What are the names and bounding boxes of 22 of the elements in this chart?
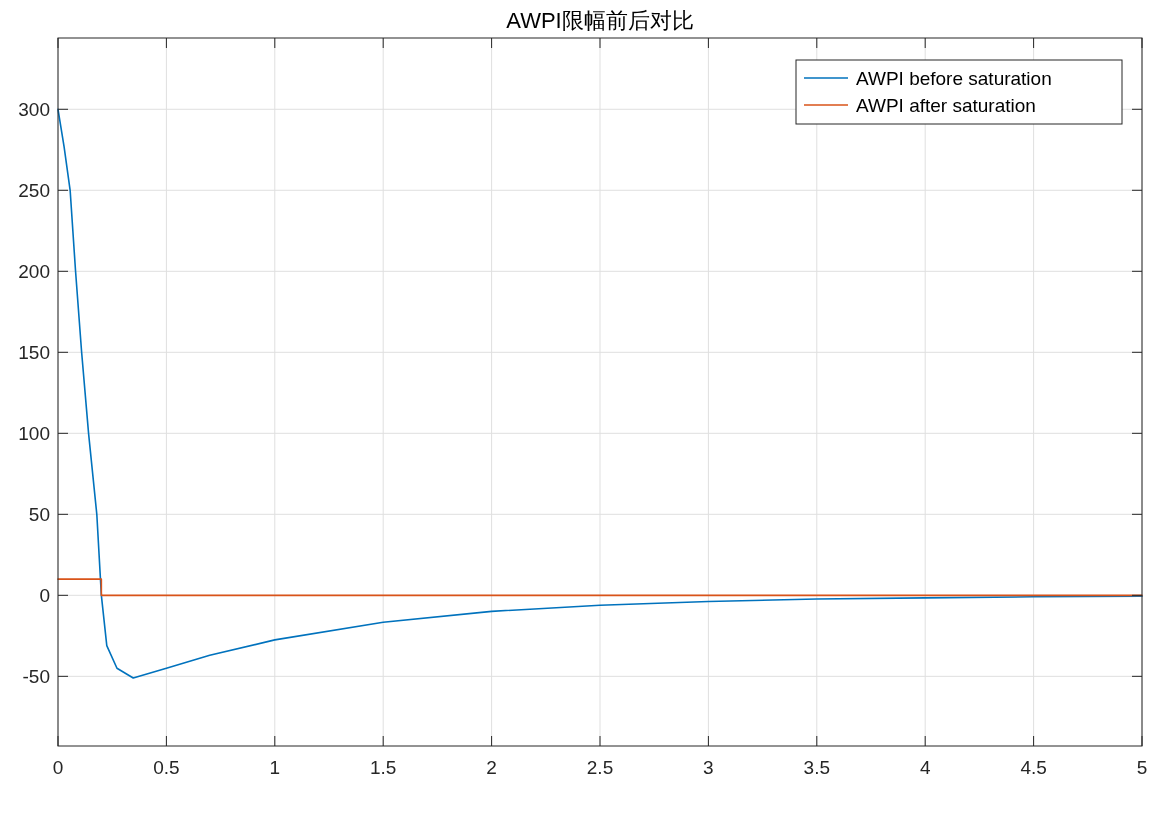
y-tick-label: 0	[39, 585, 50, 607]
legend-label: AWPI before saturation	[856, 68, 1052, 89]
y-tick-label: 250	[18, 180, 50, 202]
x-tick-label: 4.5	[1020, 757, 1047, 778]
y-tick-label: -50	[22, 666, 50, 688]
y-tick-label: 50	[28, 504, 50, 526]
y-tick-label: 150	[18, 342, 50, 364]
x-tick-label: 0	[52, 757, 64, 778]
x-tick-label: 3	[703, 757, 714, 778]
x-tick-label: 0.5	[153, 757, 180, 778]
x-tick-label: 2	[486, 757, 497, 778]
x-tick-label: 3.5	[803, 757, 831, 778]
x-tick-label: 5	[1136, 757, 1148, 778]
y-tick-label: 100	[18, 423, 50, 445]
x-tick-label: 4	[919, 757, 931, 778]
x-tick-label: 2.5	[586, 757, 614, 778]
chart-title: AWPI限幅前后对比	[506, 8, 694, 33]
x-tick-label: 1	[269, 757, 281, 778]
y-tick-label: 200	[18, 261, 50, 283]
x-tick-label: 1.5	[369, 757, 397, 778]
legend-label: AWPI after saturation	[856, 95, 1036, 116]
y-tick-label: 300	[18, 99, 50, 121]
